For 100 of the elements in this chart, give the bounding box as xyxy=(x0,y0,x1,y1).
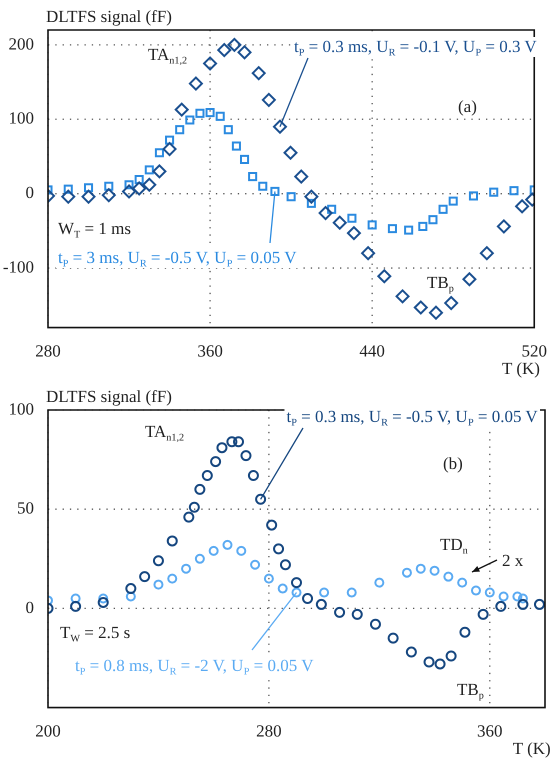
point xyxy=(302,592,314,604)
point xyxy=(255,494,266,505)
point xyxy=(194,554,205,564)
point xyxy=(517,598,528,610)
point xyxy=(248,470,259,481)
point xyxy=(166,535,178,546)
point xyxy=(183,512,194,523)
point xyxy=(470,586,481,596)
point xyxy=(294,170,308,184)
point xyxy=(388,224,397,234)
point xyxy=(346,588,357,598)
point xyxy=(70,593,81,604)
point xyxy=(174,102,189,117)
point xyxy=(185,115,194,125)
point xyxy=(195,108,204,118)
x-tick-label: 280 xyxy=(35,341,61,360)
point xyxy=(515,199,530,214)
point xyxy=(414,300,428,315)
point xyxy=(512,591,522,602)
point xyxy=(202,470,213,481)
point xyxy=(262,92,276,107)
point xyxy=(175,125,184,134)
point xyxy=(272,120,287,134)
point xyxy=(122,184,136,198)
point xyxy=(396,289,410,304)
point xyxy=(210,456,222,468)
point xyxy=(167,574,178,584)
point xyxy=(318,206,333,220)
point xyxy=(252,66,266,80)
point xyxy=(134,175,144,184)
point xyxy=(424,656,435,668)
point xyxy=(534,598,545,610)
y-tick-label: 100 xyxy=(8,108,34,128)
point xyxy=(291,577,302,588)
y-tick-label: 200 xyxy=(8,34,34,54)
point xyxy=(227,38,242,52)
point xyxy=(270,186,280,196)
x-tick-label: 360 xyxy=(477,721,503,740)
point xyxy=(61,190,76,204)
point xyxy=(216,112,225,121)
point xyxy=(496,219,511,234)
point xyxy=(280,559,291,570)
point xyxy=(194,484,206,495)
point xyxy=(292,588,302,598)
point xyxy=(319,588,330,598)
point xyxy=(480,246,494,260)
point xyxy=(334,606,346,618)
point xyxy=(377,269,392,284)
point xyxy=(428,215,438,224)
y-tick-label: -100 xyxy=(2,258,34,277)
point xyxy=(188,76,203,91)
point xyxy=(165,136,174,145)
point xyxy=(206,108,215,118)
point xyxy=(484,588,495,598)
point xyxy=(347,214,356,223)
point xyxy=(327,204,336,214)
point xyxy=(264,574,274,584)
point xyxy=(248,172,258,182)
point xyxy=(404,226,414,235)
point xyxy=(132,181,146,196)
point xyxy=(126,591,136,602)
point xyxy=(258,182,268,191)
annotation: (b) xyxy=(443,454,463,473)
point xyxy=(208,546,219,556)
point xyxy=(434,658,446,670)
point xyxy=(430,566,440,576)
point xyxy=(478,608,489,620)
point xyxy=(238,45,252,60)
y-tick-label: 100 xyxy=(8,399,34,418)
y-axis-title: DLTFS signal (fF) xyxy=(46,387,172,406)
point xyxy=(361,246,376,260)
annotation: (a) xyxy=(458,97,477,116)
y-tick-label: 0 xyxy=(26,183,34,202)
point xyxy=(448,196,458,206)
x-axis-title: T (K) xyxy=(502,359,540,378)
y-tick-label: 0 xyxy=(26,598,34,617)
point xyxy=(240,450,252,462)
point xyxy=(368,220,377,230)
x-tick-label: 440 xyxy=(359,341,385,360)
point xyxy=(125,583,136,594)
point xyxy=(374,578,384,588)
point xyxy=(304,190,318,204)
point xyxy=(236,546,246,556)
point xyxy=(70,600,82,612)
point xyxy=(64,184,73,194)
point xyxy=(346,226,361,240)
point xyxy=(240,154,250,164)
point xyxy=(188,502,200,513)
point xyxy=(144,165,154,174)
point xyxy=(216,442,228,454)
x-tick-label: 280 xyxy=(256,721,282,740)
point xyxy=(153,580,164,590)
point xyxy=(306,198,316,208)
point xyxy=(406,646,417,658)
point xyxy=(124,180,134,190)
point xyxy=(509,186,519,196)
point xyxy=(226,436,238,448)
point xyxy=(250,560,260,570)
point xyxy=(489,188,498,197)
point xyxy=(316,598,327,610)
